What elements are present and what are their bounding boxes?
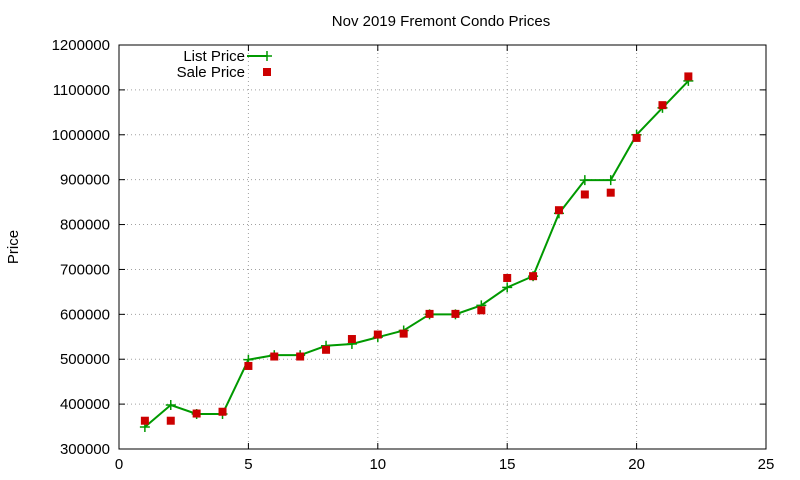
list-price-point [502,282,513,293]
sale-price-point [373,330,382,339]
sale-price-point [322,345,331,354]
sale-price-point [192,409,201,418]
sale-price-point [296,352,305,361]
y-tick-label: 1200000 [52,37,110,54]
plot-frame [118,44,767,450]
y-tick-label: 700000 [60,261,110,278]
x-tick-label: 5 [244,456,252,473]
sale-price-point [554,206,563,215]
sale-price-point [580,190,589,199]
x-tick-label: 25 [758,456,775,473]
sale-price-point [218,407,227,416]
list-price-point [605,175,616,186]
sale-price-point [244,361,253,370]
y-tick-label: 300000 [60,441,110,458]
y-tick-label: 500000 [60,351,110,368]
sale-price-point [140,416,149,425]
sale-price-point [399,329,408,338]
x-tick-labels: 0 5 10 15 20 25 [115,456,775,473]
legend-plus-marker [262,51,272,61]
legend-label: Sale Price [177,64,245,81]
y-tick-label: 800000 [60,217,110,234]
y-tick-label: 1100000 [53,82,110,99]
sale-price-point [632,133,641,142]
y-tick-labels: 300000 400000 500000 600000 700000 800000 9000… [52,37,110,458]
y-tick-label: 600000 [60,306,110,323]
x-tick-label: 10 [369,456,386,473]
sale-price-point [503,273,512,282]
series-layer [139,72,694,433]
y-tick-label: 900000 [60,172,110,189]
axis-ticks [118,44,767,450]
sale-price-point [425,309,434,318]
sale-price-point [658,101,667,110]
series-list-price [139,75,694,433]
y-tick-label: 1000000 [52,127,110,144]
sale-price-point [451,309,460,318]
chart-title: Nov 2019 Fremont Condo Prices [332,13,550,30]
sale-price-point [606,188,615,197]
sale-price-point [270,352,279,361]
sale-price-point [347,335,356,344]
grid-lines [119,45,766,449]
legend-label: List Price [183,48,245,65]
sale-price-point [477,306,486,315]
list-price-line [144,80,690,428]
list-price-point [165,400,176,411]
sale-price-point [529,272,538,281]
y-tick-label: 400000 [60,396,110,413]
x-tick-label: 20 [628,456,645,473]
x-tick-label: 0 [115,456,123,473]
sale-price-point [684,72,693,81]
sale-price-point [166,416,175,425]
legend-square-marker [263,68,271,76]
series-sale-price [140,72,693,425]
list-price-point [579,175,590,186]
x-tick-label: 15 [499,456,516,473]
y-axis-label: Price [5,230,22,264]
